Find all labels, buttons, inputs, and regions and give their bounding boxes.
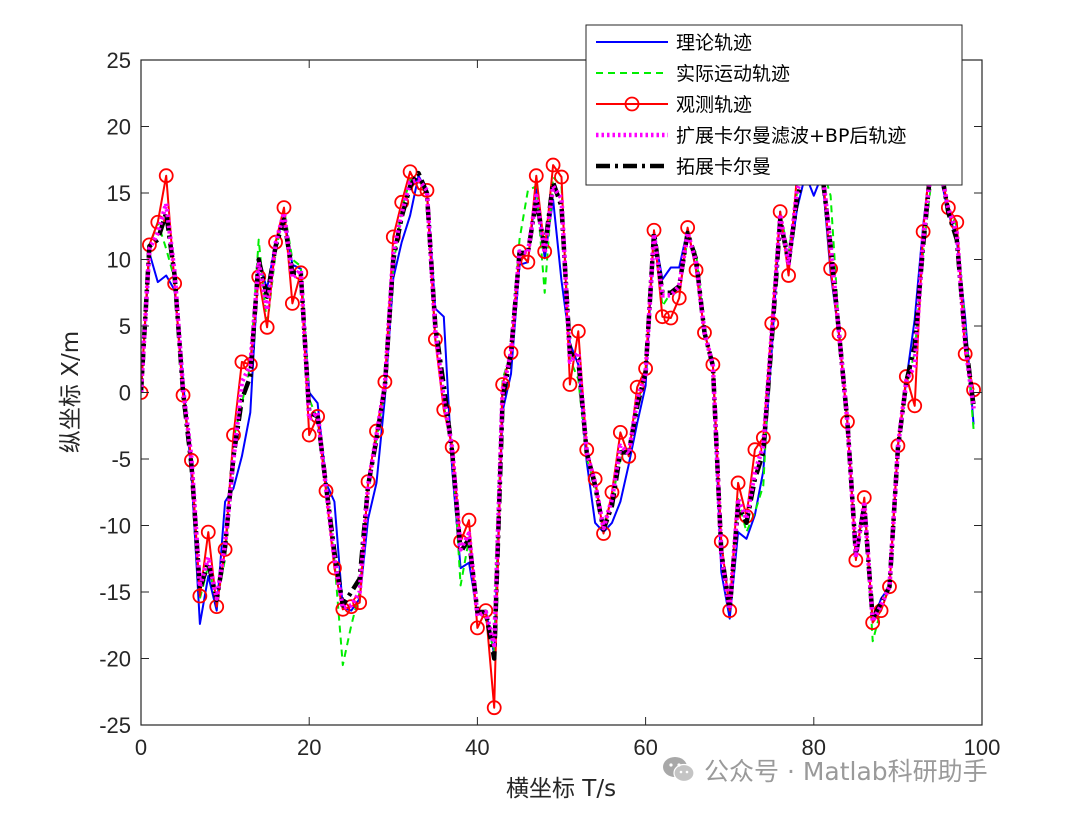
data-point xyxy=(781,268,796,283)
data-point xyxy=(907,398,923,414)
data-point xyxy=(402,164,418,180)
data-point xyxy=(276,200,292,216)
y-tick-label: -25 xyxy=(99,713,131,738)
data-point xyxy=(629,379,645,395)
x-tick-label: 100 xyxy=(964,735,1001,760)
data-point xyxy=(200,524,216,540)
legend-label: 拓展卡尔曼 xyxy=(676,156,771,178)
legend-label: 扩展卡尔曼滤波+BP后轨迹 xyxy=(676,125,906,147)
wechat-icon xyxy=(663,757,695,783)
data-point xyxy=(528,168,544,184)
data-point xyxy=(520,254,536,270)
data-point xyxy=(284,295,300,311)
x-axis: 0 20 40 60 80 100 xyxy=(135,60,1000,760)
data-point xyxy=(427,331,443,347)
x-axis-label: 横坐标 T/s xyxy=(506,776,616,802)
data-point xyxy=(562,377,578,392)
data-point xyxy=(192,588,208,604)
series-line-4 xyxy=(141,157,976,661)
y-tick-label: 15 xyxy=(107,181,131,206)
data-point xyxy=(823,261,839,277)
data-point xyxy=(301,427,317,443)
legend-label: 实际运动轨迹 xyxy=(676,63,790,85)
y-tick-label: -10 xyxy=(99,514,131,539)
data-point xyxy=(545,157,561,173)
y-tick-label: -15 xyxy=(99,580,131,605)
data-point xyxy=(747,442,763,458)
data-point xyxy=(234,354,250,370)
x-tick-label: 60 xyxy=(633,735,657,760)
y-axis-label: 纵坐标 X/m xyxy=(58,331,84,453)
data-point xyxy=(570,323,586,339)
data-point xyxy=(461,512,477,528)
data-point xyxy=(469,620,485,636)
data-point xyxy=(352,595,368,611)
y-tick-label: 20 xyxy=(107,115,131,140)
legend-label: 观测轨迹 xyxy=(676,94,752,116)
data-point xyxy=(730,475,746,491)
y-axis: -25 -20 -15 -10 -5 0 5 10 15 20 25 xyxy=(99,48,982,738)
series-line-3 xyxy=(141,161,976,648)
y-tick-label: 10 xyxy=(107,248,131,273)
y-tick-label: 5 xyxy=(119,314,131,339)
y-tick-label: 0 xyxy=(119,381,131,406)
y-tick-label: 25 xyxy=(107,48,131,73)
data-point xyxy=(419,182,435,198)
x-tick-label: 80 xyxy=(802,735,826,760)
y-tick-label: -5 xyxy=(111,447,131,472)
series-layer xyxy=(141,139,981,716)
legend-marker xyxy=(624,96,640,112)
data-point xyxy=(554,169,569,185)
data-point xyxy=(259,319,275,335)
data-point xyxy=(612,424,628,440)
data-point xyxy=(486,700,502,716)
x-tick-label: 40 xyxy=(465,735,489,760)
data-point xyxy=(898,369,914,384)
watermark-text: 公众号 · Matlab科研助手 xyxy=(704,757,988,786)
data-point xyxy=(671,290,687,306)
y-tick-label: -20 xyxy=(99,647,131,672)
watermark: 公众号 · Matlab科研助手 xyxy=(662,750,988,790)
data-point xyxy=(655,309,670,325)
data-point xyxy=(158,168,174,184)
x-tick-label: 0 xyxy=(135,735,147,760)
x-tick-label: 20 xyxy=(297,735,321,760)
data-point xyxy=(663,310,679,326)
legend-label: 理论轨迹 xyxy=(676,32,752,54)
